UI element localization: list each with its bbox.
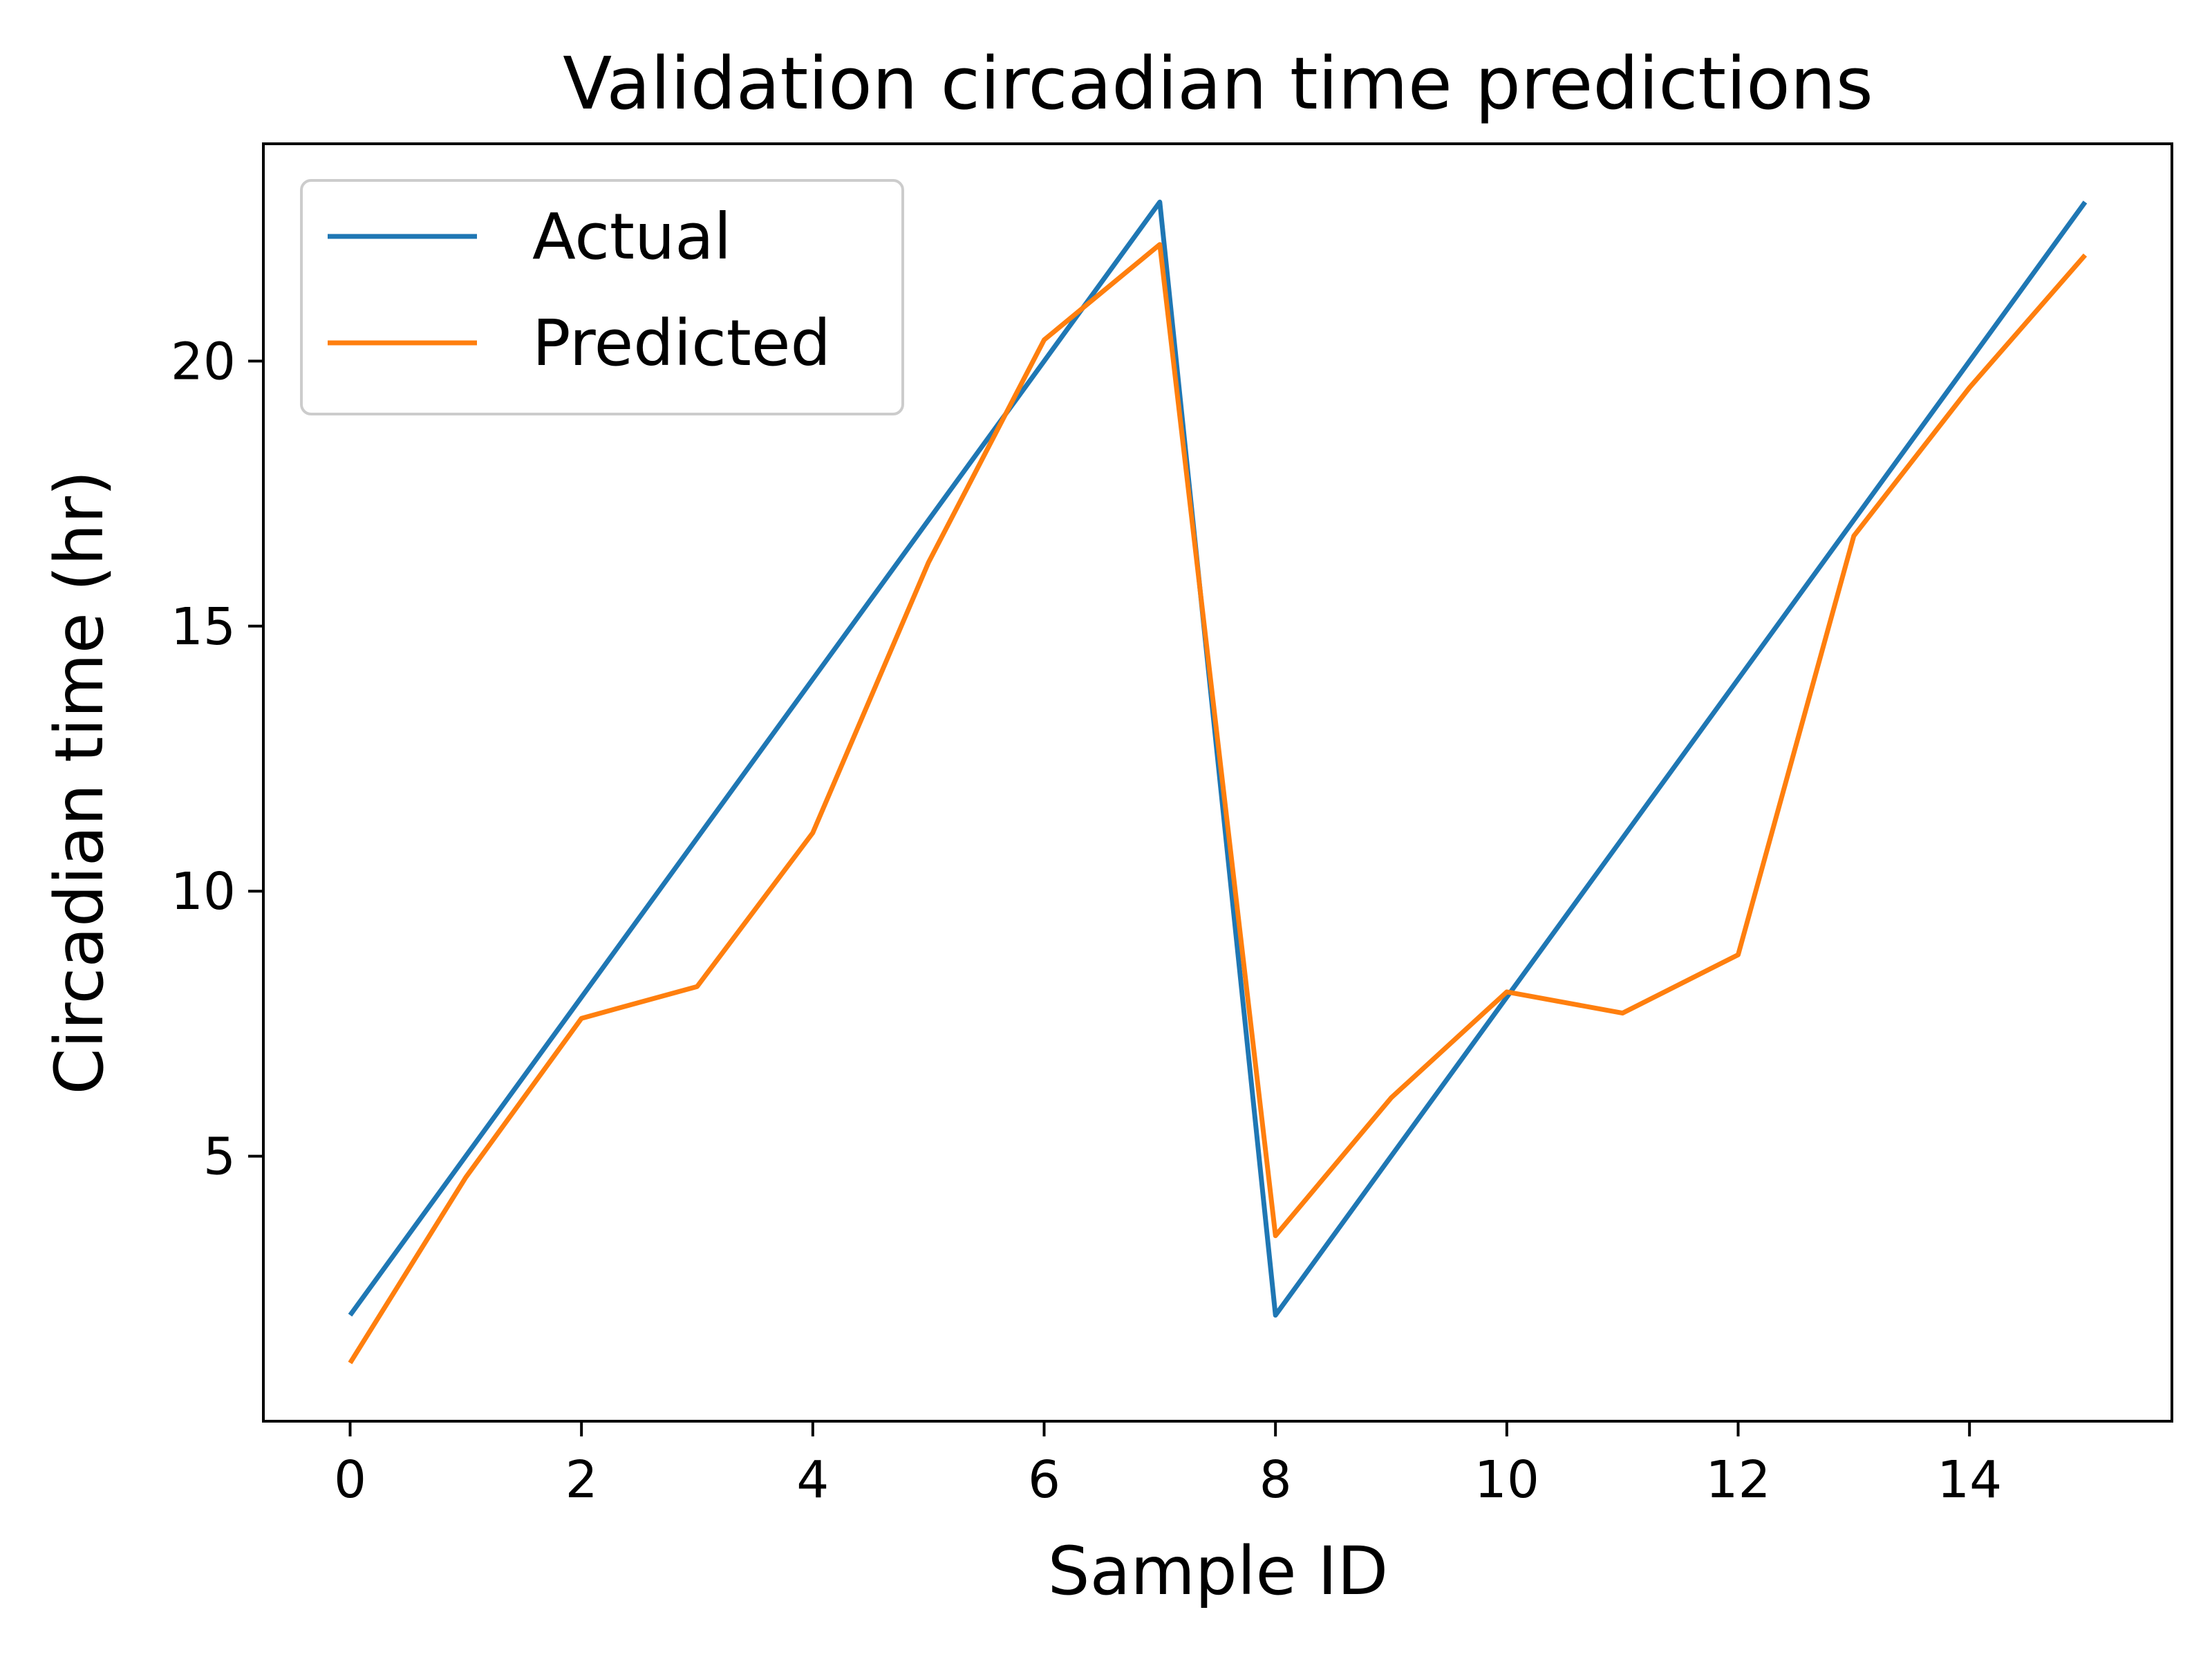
x-tick-label: 10 [1474, 1450, 1539, 1510]
x-tick-label: 4 [796, 1450, 829, 1510]
x-tick-label: 14 [1937, 1450, 2002, 1510]
y-tick-label: 20 [171, 332, 236, 391]
series-line-predicted [348, 242, 2088, 1365]
y-axis-label: Circadian time (hr) [41, 470, 118, 1094]
chart-title: Validation circadian time predictions [563, 41, 1873, 126]
x-axis-label: Sample ID [1048, 1533, 1389, 1610]
y-tick-label: 15 [171, 597, 236, 657]
x-tick-label: 6 [1028, 1450, 1060, 1510]
y-tick-label: 10 [171, 862, 236, 921]
x-tick-label: 0 [334, 1450, 366, 1510]
legend-label-predicted: Predicted [532, 306, 831, 380]
x-axis: 0 2 4 6 8 10 12 14 [334, 1421, 2002, 1510]
y-axis: 5 10 15 20 [171, 332, 263, 1187]
plot-frame [262, 142, 2173, 1423]
x-tick-label: 8 [1259, 1450, 1292, 1510]
x-tick-label: 12 [1705, 1450, 1770, 1510]
x-tick-label: 2 [565, 1450, 598, 1510]
legend: Actual Predicted [300, 179, 904, 415]
legend-label-actual: Actual [532, 200, 731, 274]
series-layer [348, 199, 2088, 1365]
y-tick-label: 5 [203, 1127, 236, 1187]
